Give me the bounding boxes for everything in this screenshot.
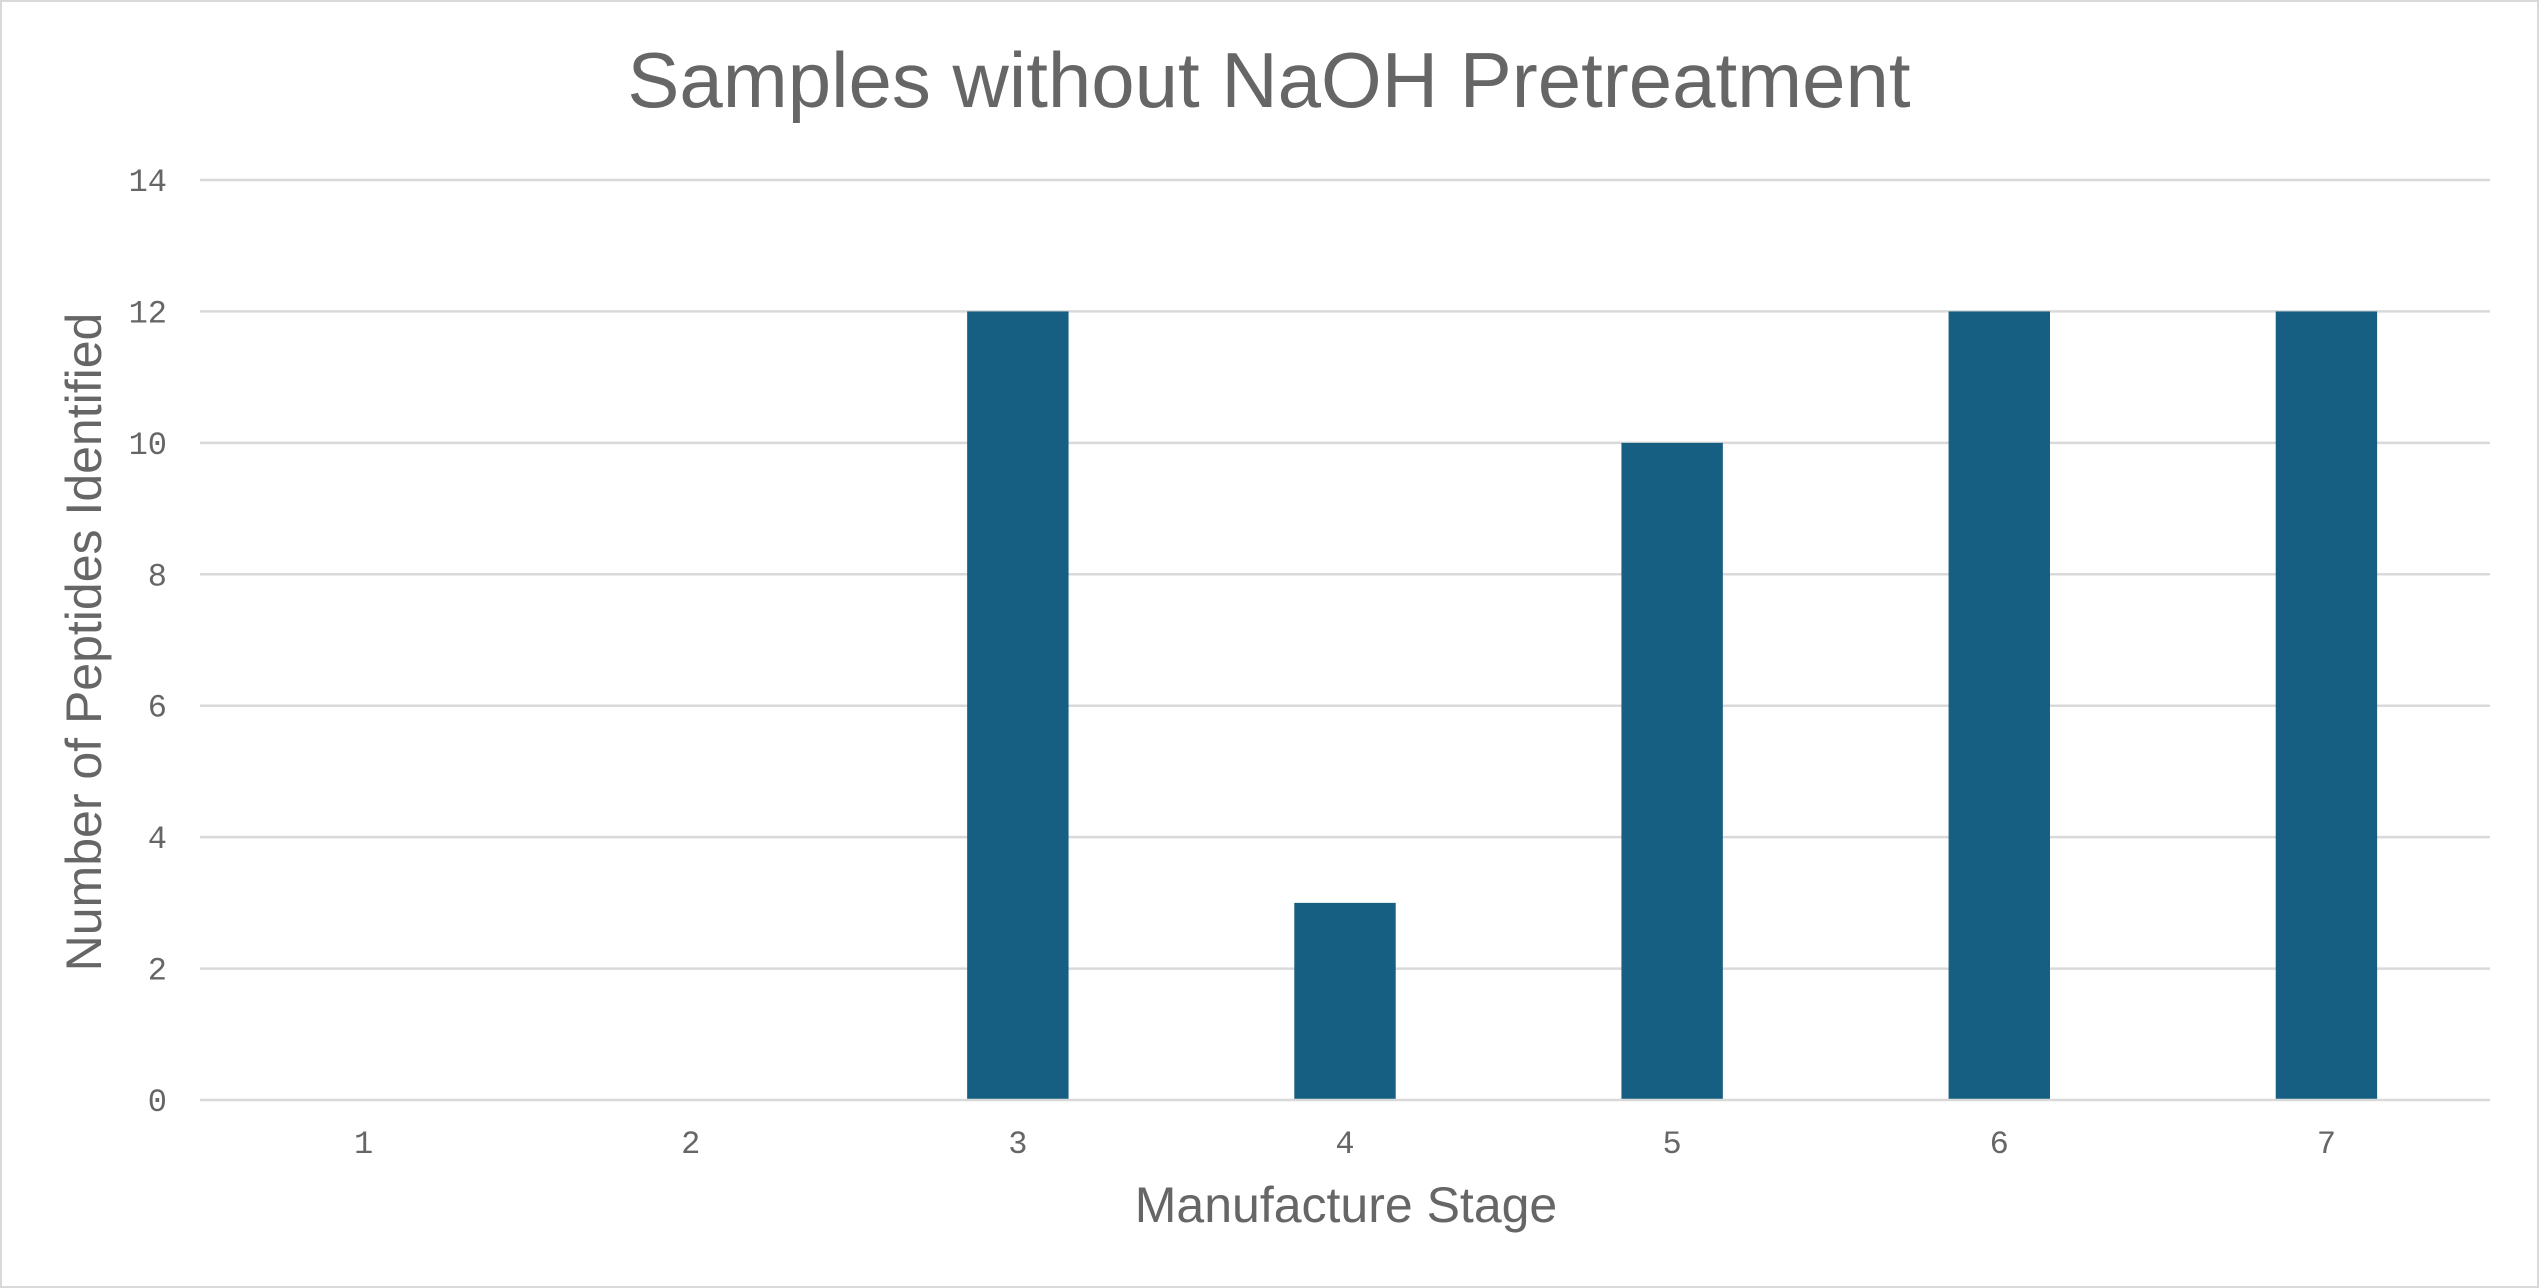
y-tick-label: 2 bbox=[148, 953, 167, 990]
y-tick-label: 8 bbox=[148, 558, 167, 595]
x-axis-title: Manufacture Stage bbox=[1135, 1177, 1558, 1233]
x-tick-label: 5 bbox=[1663, 1126, 1682, 1163]
bar-stage-4 bbox=[1294, 902, 1396, 1100]
bar-stage-7 bbox=[2275, 311, 2378, 1100]
bar-stage-6 bbox=[1948, 311, 2050, 1100]
y-tick-label: 4 bbox=[148, 821, 167, 858]
x-tick-label: 2 bbox=[681, 1126, 700, 1163]
y-tick-label: 6 bbox=[148, 690, 167, 727]
bar-stage-3 bbox=[967, 311, 1069, 1100]
x-tick-label: 6 bbox=[1990, 1126, 2009, 1163]
x-tick-label: 4 bbox=[1335, 1126, 1354, 1163]
y-axis-ticks: 0 2 4 6 8 10 12 14 bbox=[129, 164, 167, 1121]
x-axis-ticks: 1 2 3 4 5 6 7 bbox=[354, 1126, 2336, 1163]
chart-title: Samples without NaOH Pretreatment bbox=[627, 36, 1911, 124]
x-tick-label: 1 bbox=[354, 1126, 373, 1163]
bars bbox=[967, 311, 2378, 1100]
x-tick-label: 3 bbox=[1008, 1126, 1027, 1163]
bar-stage-5 bbox=[1621, 442, 1723, 1100]
gridlines bbox=[200, 178, 2490, 970]
y-tick-label: 10 bbox=[129, 427, 167, 464]
x-tick-label: 7 bbox=[2317, 1126, 2336, 1163]
y-tick-label: 0 bbox=[148, 1084, 167, 1121]
y-axis-title: Number of Peptides Identified bbox=[56, 313, 112, 972]
y-tick-label: 12 bbox=[129, 295, 167, 332]
y-tick-label: 14 bbox=[129, 164, 167, 201]
